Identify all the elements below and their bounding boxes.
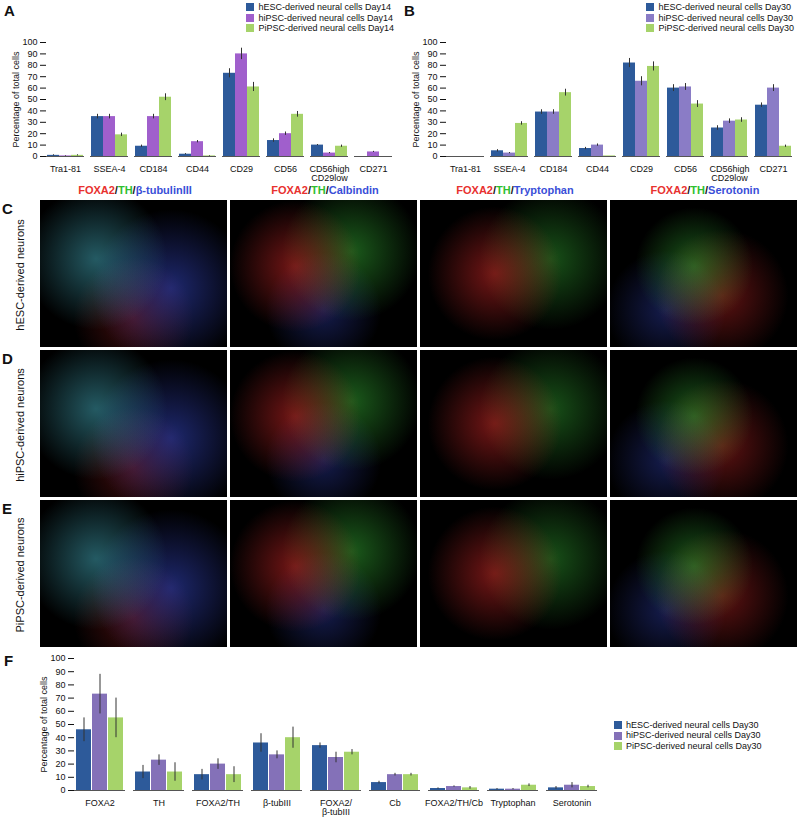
svg-text:20: 20 — [427, 129, 437, 139]
html-text:B: B — [404, 2, 415, 19]
html-text:PiPSC-derived neural cells Day: PiPSC-derived neural cells Day30 — [658, 23, 794, 33]
svg-text:100: 100 — [50, 653, 65, 663]
svg-text:Percentage of total cells: Percentage of total cells — [11, 51, 21, 148]
svg-text:60: 60 — [27, 83, 37, 93]
html-text:A: A — [4, 2, 15, 19]
svg-text:Cb: Cb — [389, 798, 401, 808]
svg-text:30: 30 — [27, 117, 37, 127]
svg-text:0: 0 — [432, 151, 437, 161]
html-text:hiPSC-derived neurons: hiPSC-derived neurons — [14, 368, 26, 482]
svg-text:CD184: CD184 — [139, 164, 167, 174]
svg-text:TH: TH — [153, 798, 165, 808]
svg-text:CD56highCD29low: CD56highCD29low — [709, 164, 749, 183]
html-text:E: E — [2, 500, 12, 517]
svg-text:70: 70 — [27, 72, 37, 82]
html-text:D: D — [2, 350, 13, 367]
svg-text:10: 10 — [55, 772, 65, 782]
svg-text:70: 70 — [55, 693, 65, 703]
svg-text:0: 0 — [60, 785, 65, 795]
html-text:hiPSC-derived neural cells Day: hiPSC-derived neural cells Day14 — [258, 12, 393, 23]
svg-text:80: 80 — [27, 60, 37, 70]
svg-text:β-tubIII: β-tubIII — [263, 798, 291, 808]
html-text:hiPSC-derived neural cells Day: hiPSC-derived neural cells Day30 — [626, 730, 761, 741]
svg-text:90: 90 — [27, 49, 37, 59]
svg-text:FOXA2/TH/Cb: FOXA2/TH/Cb — [425, 798, 483, 808]
svg-text:Tra1-81: Tra1-81 — [50, 164, 81, 174]
svg-text:SSEA-4: SSEA-4 — [93, 164, 125, 174]
svg-text:60: 60 — [55, 706, 65, 716]
svg-text:Percentage of total cells: Percentage of total cells — [39, 676, 49, 773]
html-text:FOXA2 / TH / Serotonin: FOXA2 / TH / Serotonin — [650, 184, 760, 196]
svg-text:50: 50 — [427, 94, 437, 104]
html-text:FOXA2 / TH / Tryptophan: FOXA2 / TH / Tryptophan — [456, 184, 574, 196]
html-text:PiPSC-derived neural cells Day: PiPSC-derived neural cells Day30 — [626, 740, 762, 751]
svg-text:Serotonin: Serotonin — [553, 798, 592, 808]
html-text:hESC-derived neural cells Day1: hESC-derived neural cells Day14 — [258, 2, 391, 12]
html-text:hiPSC-derived neural cells Day: hiPSC-derived neural cells Day30 — [658, 12, 793, 23]
svg-text:CD184: CD184 — [539, 164, 567, 174]
svg-text:100: 100 — [422, 37, 437, 47]
svg-text:10: 10 — [427, 140, 437, 150]
svg-text:40: 40 — [27, 106, 37, 116]
html-text:hESC-derived neurons: hESC-derived neurons — [14, 219, 26, 331]
svg-text:30: 30 — [55, 746, 65, 756]
svg-text:CD44: CD44 — [586, 164, 609, 174]
svg-text:40: 40 — [427, 106, 437, 116]
html-text:FOXA2 / TH / Calbindin: FOXA2 / TH / Calbindin — [271, 184, 379, 196]
svg-text:FOXA2/β-tubIII: FOXA2/β-tubIII — [320, 798, 353, 817]
svg-text:70: 70 — [427, 72, 437, 82]
svg-text:CD271: CD271 — [759, 164, 787, 174]
svg-text:100: 100 — [22, 37, 37, 47]
svg-text:10: 10 — [27, 140, 37, 150]
svg-text:Tryptophan: Tryptophan — [490, 798, 535, 808]
html-text:PiPSC-derived neurons: PiPSC-derived neurons — [14, 517, 26, 633]
svg-text:50: 50 — [27, 94, 37, 104]
svg-text:CD44: CD44 — [186, 164, 209, 174]
svg-text:90: 90 — [427, 49, 437, 59]
svg-text:CD56highCD29low: CD56highCD29low — [309, 164, 349, 183]
svg-text:FOXA2/TH: FOXA2/TH — [196, 798, 240, 808]
svg-text:CD29: CD29 — [230, 164, 253, 174]
svg-text:80: 80 — [427, 60, 437, 70]
svg-text:Percentage of total cells: Percentage of total cells — [411, 51, 421, 148]
svg-text:20: 20 — [27, 129, 37, 139]
svg-text:40: 40 — [55, 733, 65, 743]
svg-text:50: 50 — [55, 719, 65, 729]
svg-text:CD271: CD271 — [359, 164, 387, 174]
svg-text:20: 20 — [55, 759, 65, 769]
html-text:C: C — [2, 200, 13, 217]
svg-text:60: 60 — [427, 83, 437, 93]
html-text:F: F — [4, 652, 14, 669]
html-text:hESC-derived neural cells Day3: hESC-derived neural cells Day30 — [658, 2, 791, 12]
svg-text:CD29: CD29 — [630, 164, 653, 174]
svg-text:FOXA2: FOXA2 — [85, 798, 115, 808]
svg-text:90: 90 — [55, 667, 65, 677]
svg-text:CD56: CD56 — [274, 164, 297, 174]
html-text:hESC-derived neural cells Day3: hESC-derived neural cells Day30 — [626, 719, 759, 730]
html-text:PiPSC-derived neural cells Day: PiPSC-derived neural cells Day14 — [258, 23, 394, 33]
html-text:FOXA2 / TH / β-tubulinIII: FOXA2 / TH / β-tubulinIII — [78, 184, 192, 196]
svg-text:80: 80 — [55, 680, 65, 690]
svg-text:Tra1-81: Tra1-81 — [450, 164, 481, 174]
svg-text:SSEA-4: SSEA-4 — [493, 164, 525, 174]
svg-text:CD56: CD56 — [674, 164, 697, 174]
svg-text:30: 30 — [427, 117, 437, 127]
svg-text:0: 0 — [32, 151, 37, 161]
